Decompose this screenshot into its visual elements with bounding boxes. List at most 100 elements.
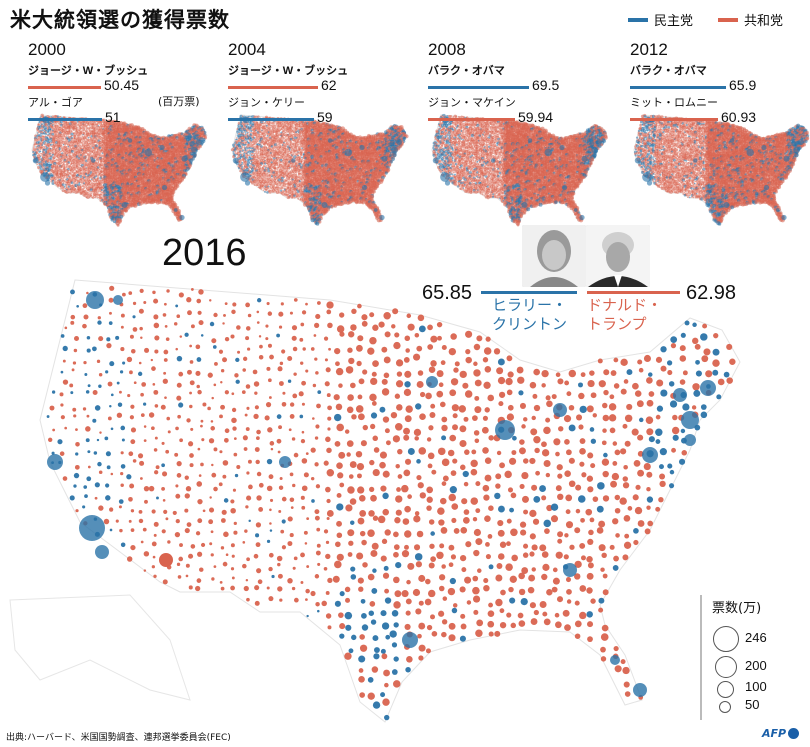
- county-dot: [84, 494, 88, 499]
- county-dot: [211, 472, 217, 478]
- county-dot: [110, 427, 114, 431]
- rep-swatch: [718, 17, 738, 22]
- county-dot: [220, 381, 223, 384]
- county-dot: [646, 486, 651, 492]
- county-dot: [58, 138, 61, 141]
- county-dot: [336, 492, 342, 498]
- county-dot: [60, 334, 65, 338]
- county-dot: [451, 607, 458, 614]
- county-dot: [89, 120, 91, 123]
- county-dot: [495, 574, 503, 582]
- county-dot: [381, 622, 390, 630]
- county-dot: [52, 428, 56, 432]
- county-dot: [359, 692, 366, 698]
- county-dot: [179, 438, 183, 443]
- county-dot: [505, 377, 513, 386]
- county-dot: [210, 426, 216, 431]
- city-dot: [553, 403, 567, 417]
- county-dot: [564, 624, 571, 631]
- county-dot: [289, 311, 293, 315]
- county-dot: [269, 441, 275, 446]
- county-dot: [349, 498, 357, 505]
- county-dot: [64, 326, 68, 330]
- county-dot: [506, 541, 511, 547]
- county-dot: [499, 462, 506, 469]
- county-dot: [210, 530, 214, 534]
- county-dot: [85, 390, 90, 394]
- county-dot: [97, 174, 100, 177]
- county-dot: [176, 382, 182, 388]
- county-dot: [51, 451, 55, 455]
- county-dot: [211, 463, 214, 467]
- county-dot: [79, 132, 82, 136]
- county-dot: [587, 486, 594, 493]
- county-dot: [327, 405, 332, 411]
- county-dot: [403, 469, 411, 477]
- county-dot: [213, 383, 217, 387]
- county-dot: [115, 519, 119, 523]
- county-dot: [403, 388, 412, 397]
- county-dot: [56, 185, 60, 188]
- county-dot: [499, 621, 507, 629]
- county-dot: [315, 313, 321, 320]
- county-dot: [100, 167, 103, 170]
- county-dot: [189, 380, 195, 386]
- county-dot: [70, 314, 76, 320]
- county-dot: [291, 437, 296, 441]
- county-dot: [637, 359, 643, 365]
- county-dot: [129, 415, 134, 420]
- county-dot: [178, 371, 184, 377]
- county-dot: [624, 440, 631, 447]
- county-dot: [407, 562, 415, 570]
- county-dot: [85, 158, 87, 160]
- county-dot: [314, 357, 318, 361]
- county-dot: [381, 388, 390, 396]
- county-dot: [529, 602, 536, 609]
- county-dot: [450, 378, 459, 386]
- county-dot: [41, 139, 44, 142]
- county-dot: [75, 452, 79, 456]
- county-dot: [367, 677, 374, 683]
- county-dot: [139, 477, 143, 480]
- county-dot: [612, 441, 618, 446]
- county-dot: [483, 347, 492, 355]
- county-dot: [143, 425, 147, 428]
- county-dot: [242, 563, 247, 569]
- county-dot: [532, 393, 538, 399]
- county-dot: [509, 507, 514, 513]
- county-dot: [325, 540, 330, 544]
- county-dot: [184, 508, 189, 513]
- county-dot: [413, 515, 421, 523]
- county-dot: [293, 372, 297, 376]
- county-dot: [247, 459, 252, 464]
- county-dot: [175, 484, 179, 488]
- county-dot: [126, 356, 133, 363]
- county-dot: [293, 298, 298, 302]
- county-dot: [414, 553, 423, 561]
- county-dot: [312, 383, 317, 388]
- county-dot: [200, 542, 206, 548]
- county-dot: [45, 133, 48, 136]
- county-dot: [648, 436, 655, 443]
- county-dot: [346, 406, 354, 414]
- county-dot: [62, 130, 65, 134]
- county-dot: [527, 586, 535, 594]
- county-dot: [531, 415, 536, 421]
- county-dot: [609, 427, 616, 434]
- county-dot: [359, 644, 368, 652]
- county-dot: [85, 122, 88, 125]
- county-dot: [473, 549, 480, 557]
- county-dot: [280, 302, 284, 306]
- county-dot: [48, 141, 51, 144]
- county-dot: [75, 509, 79, 513]
- county-dot: [339, 482, 345, 488]
- county-dot: [208, 507, 215, 513]
- county-dot: [694, 343, 701, 350]
- county-dot: [110, 393, 114, 397]
- county-dot: [327, 322, 333, 329]
- county-dot: [129, 370, 133, 375]
- county-dot: [475, 538, 483, 546]
- county-dot: [130, 404, 135, 409]
- county-dot: [655, 414, 661, 420]
- county-dot: [327, 577, 333, 584]
